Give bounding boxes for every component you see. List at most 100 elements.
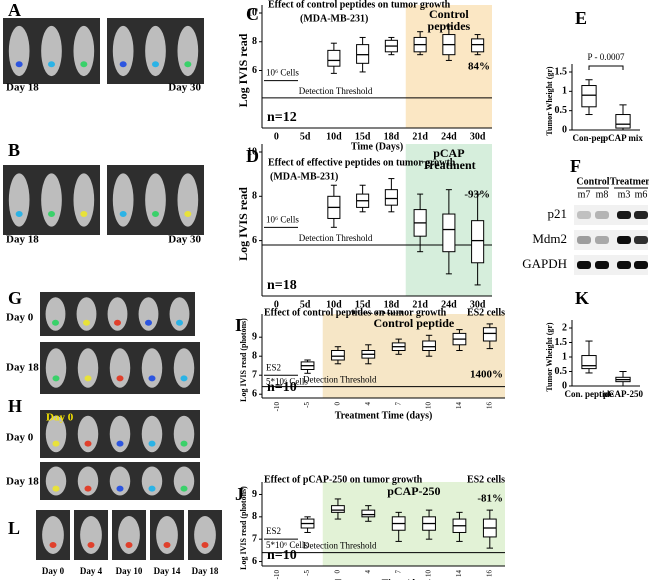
photo-label: Day 30 — [168, 82, 201, 94]
signal — [114, 319, 121, 326]
signal — [52, 440, 60, 447]
x-tick-label: 16 — [485, 570, 493, 578]
signal — [180, 485, 188, 492]
x-tick-label: 10d — [326, 299, 342, 310]
signal — [49, 542, 57, 548]
signal — [15, 211, 23, 217]
mouse — [112, 25, 134, 77]
signal — [48, 61, 55, 68]
signal — [119, 61, 127, 68]
shade-label: pCAP — [433, 146, 464, 160]
chart-title: Effect of control peptides on tumor grow… — [264, 307, 447, 318]
mouse — [8, 25, 30, 77]
mouse — [156, 516, 178, 554]
signal — [80, 211, 88, 217]
signal — [184, 211, 192, 217]
shade-label: Control — [429, 7, 469, 21]
cells-label: ES2 — [266, 526, 281, 536]
signal — [176, 319, 183, 326]
y-tick-label: 0 — [562, 124, 567, 135]
threshold-label: Detection Threshold — [303, 541, 377, 551]
chart-title: Effect of control peptides on tumor grow… — [268, 0, 451, 10]
threshold-label: Detection Threshold — [299, 86, 373, 96]
mouse — [109, 415, 131, 453]
change-label: -93% — [464, 189, 490, 201]
panel-letter: A — [8, 0, 21, 20]
blot-band — [595, 261, 609, 269]
change-label: 84% — [468, 61, 490, 73]
signal — [83, 319, 90, 326]
cells-label: 5*10⁶ Cells — [266, 540, 308, 550]
x-tick-label: 5d — [300, 131, 311, 142]
photo-overlay: Day 0 — [46, 412, 74, 424]
chart-subtitle: ES2 cells — [467, 474, 505, 485]
x-axis-label: Treatment Time (days) — [335, 410, 433, 421]
blot-band — [595, 211, 609, 219]
change-label: 1400% — [470, 369, 503, 381]
blot-strip — [574, 230, 648, 250]
blot-band — [634, 236, 648, 244]
signal — [87, 542, 95, 548]
panel-letter: D — [246, 146, 259, 166]
mouse — [112, 173, 134, 227]
x-tick-label: 24d — [441, 131, 457, 142]
blot-band — [617, 261, 631, 269]
mouse — [42, 516, 64, 554]
threshold-label: Detection Threshold — [303, 375, 377, 385]
box — [356, 44, 370, 64]
mouse — [118, 516, 140, 554]
n-label: n=12 — [267, 110, 297, 125]
panel-letter: J — [235, 484, 244, 504]
y-tick-label: 9 — [252, 489, 257, 500]
mouse — [76, 297, 97, 331]
signal — [152, 61, 159, 68]
photo-label: Day 0 — [6, 432, 34, 444]
chart-subtitle: ES2 cells — [467, 307, 505, 318]
mouse — [45, 415, 67, 453]
blot-band — [617, 211, 631, 219]
signal — [52, 319, 59, 326]
x-tick-label: 21d — [412, 131, 428, 142]
box — [581, 355, 597, 370]
y-tick-label: 8 — [252, 350, 257, 361]
signal — [119, 211, 127, 217]
y-tick-label: 1 — [562, 86, 567, 97]
x-tick-label: Con. peptide — [564, 389, 613, 399]
photo-label: Day 18 — [192, 566, 219, 576]
mouse — [173, 348, 195, 388]
y-axis-label: Log IVIS read — [236, 33, 250, 107]
x-tick-label: -5 — [303, 570, 311, 576]
mouse — [45, 466, 67, 496]
chart-title: Effect of effective peptides on tumor gr… — [268, 157, 456, 168]
shade-label: pCAP-250 — [387, 484, 440, 498]
lane-label: m7 — [578, 189, 591, 200]
x-tick-label: pCAP-250 — [603, 389, 643, 399]
x-tick-label: 10 — [425, 570, 433, 578]
signal — [84, 375, 92, 382]
mouse — [8, 173, 30, 227]
signal — [80, 61, 88, 68]
cells-label: 10⁶ Cells — [266, 68, 299, 78]
x-tick-label: pCAP mix — [603, 133, 643, 143]
mouse — [141, 348, 163, 388]
box — [581, 85, 597, 108]
signal — [48, 211, 55, 217]
blot-band — [634, 211, 648, 219]
box — [471, 220, 485, 264]
x-tick-label: 0 — [274, 131, 279, 142]
x-tick-label: 18d — [384, 299, 400, 310]
change-label: -81% — [477, 493, 503, 505]
photo-label: Day 0 — [6, 312, 34, 324]
signal — [116, 485, 124, 492]
panel-letter: H — [8, 396, 22, 416]
x-tick-label: 0 — [334, 570, 342, 574]
y-tick-label: 2 — [562, 322, 567, 333]
mouse — [77, 466, 99, 496]
box — [422, 340, 436, 351]
mouse — [73, 25, 95, 77]
cells-label: 10⁶ Cells — [266, 214, 299, 224]
y-tick-label: 1.5 — [555, 66, 568, 77]
y-tick-label: 8 — [252, 191, 257, 202]
group-label: Control — [576, 176, 609, 187]
